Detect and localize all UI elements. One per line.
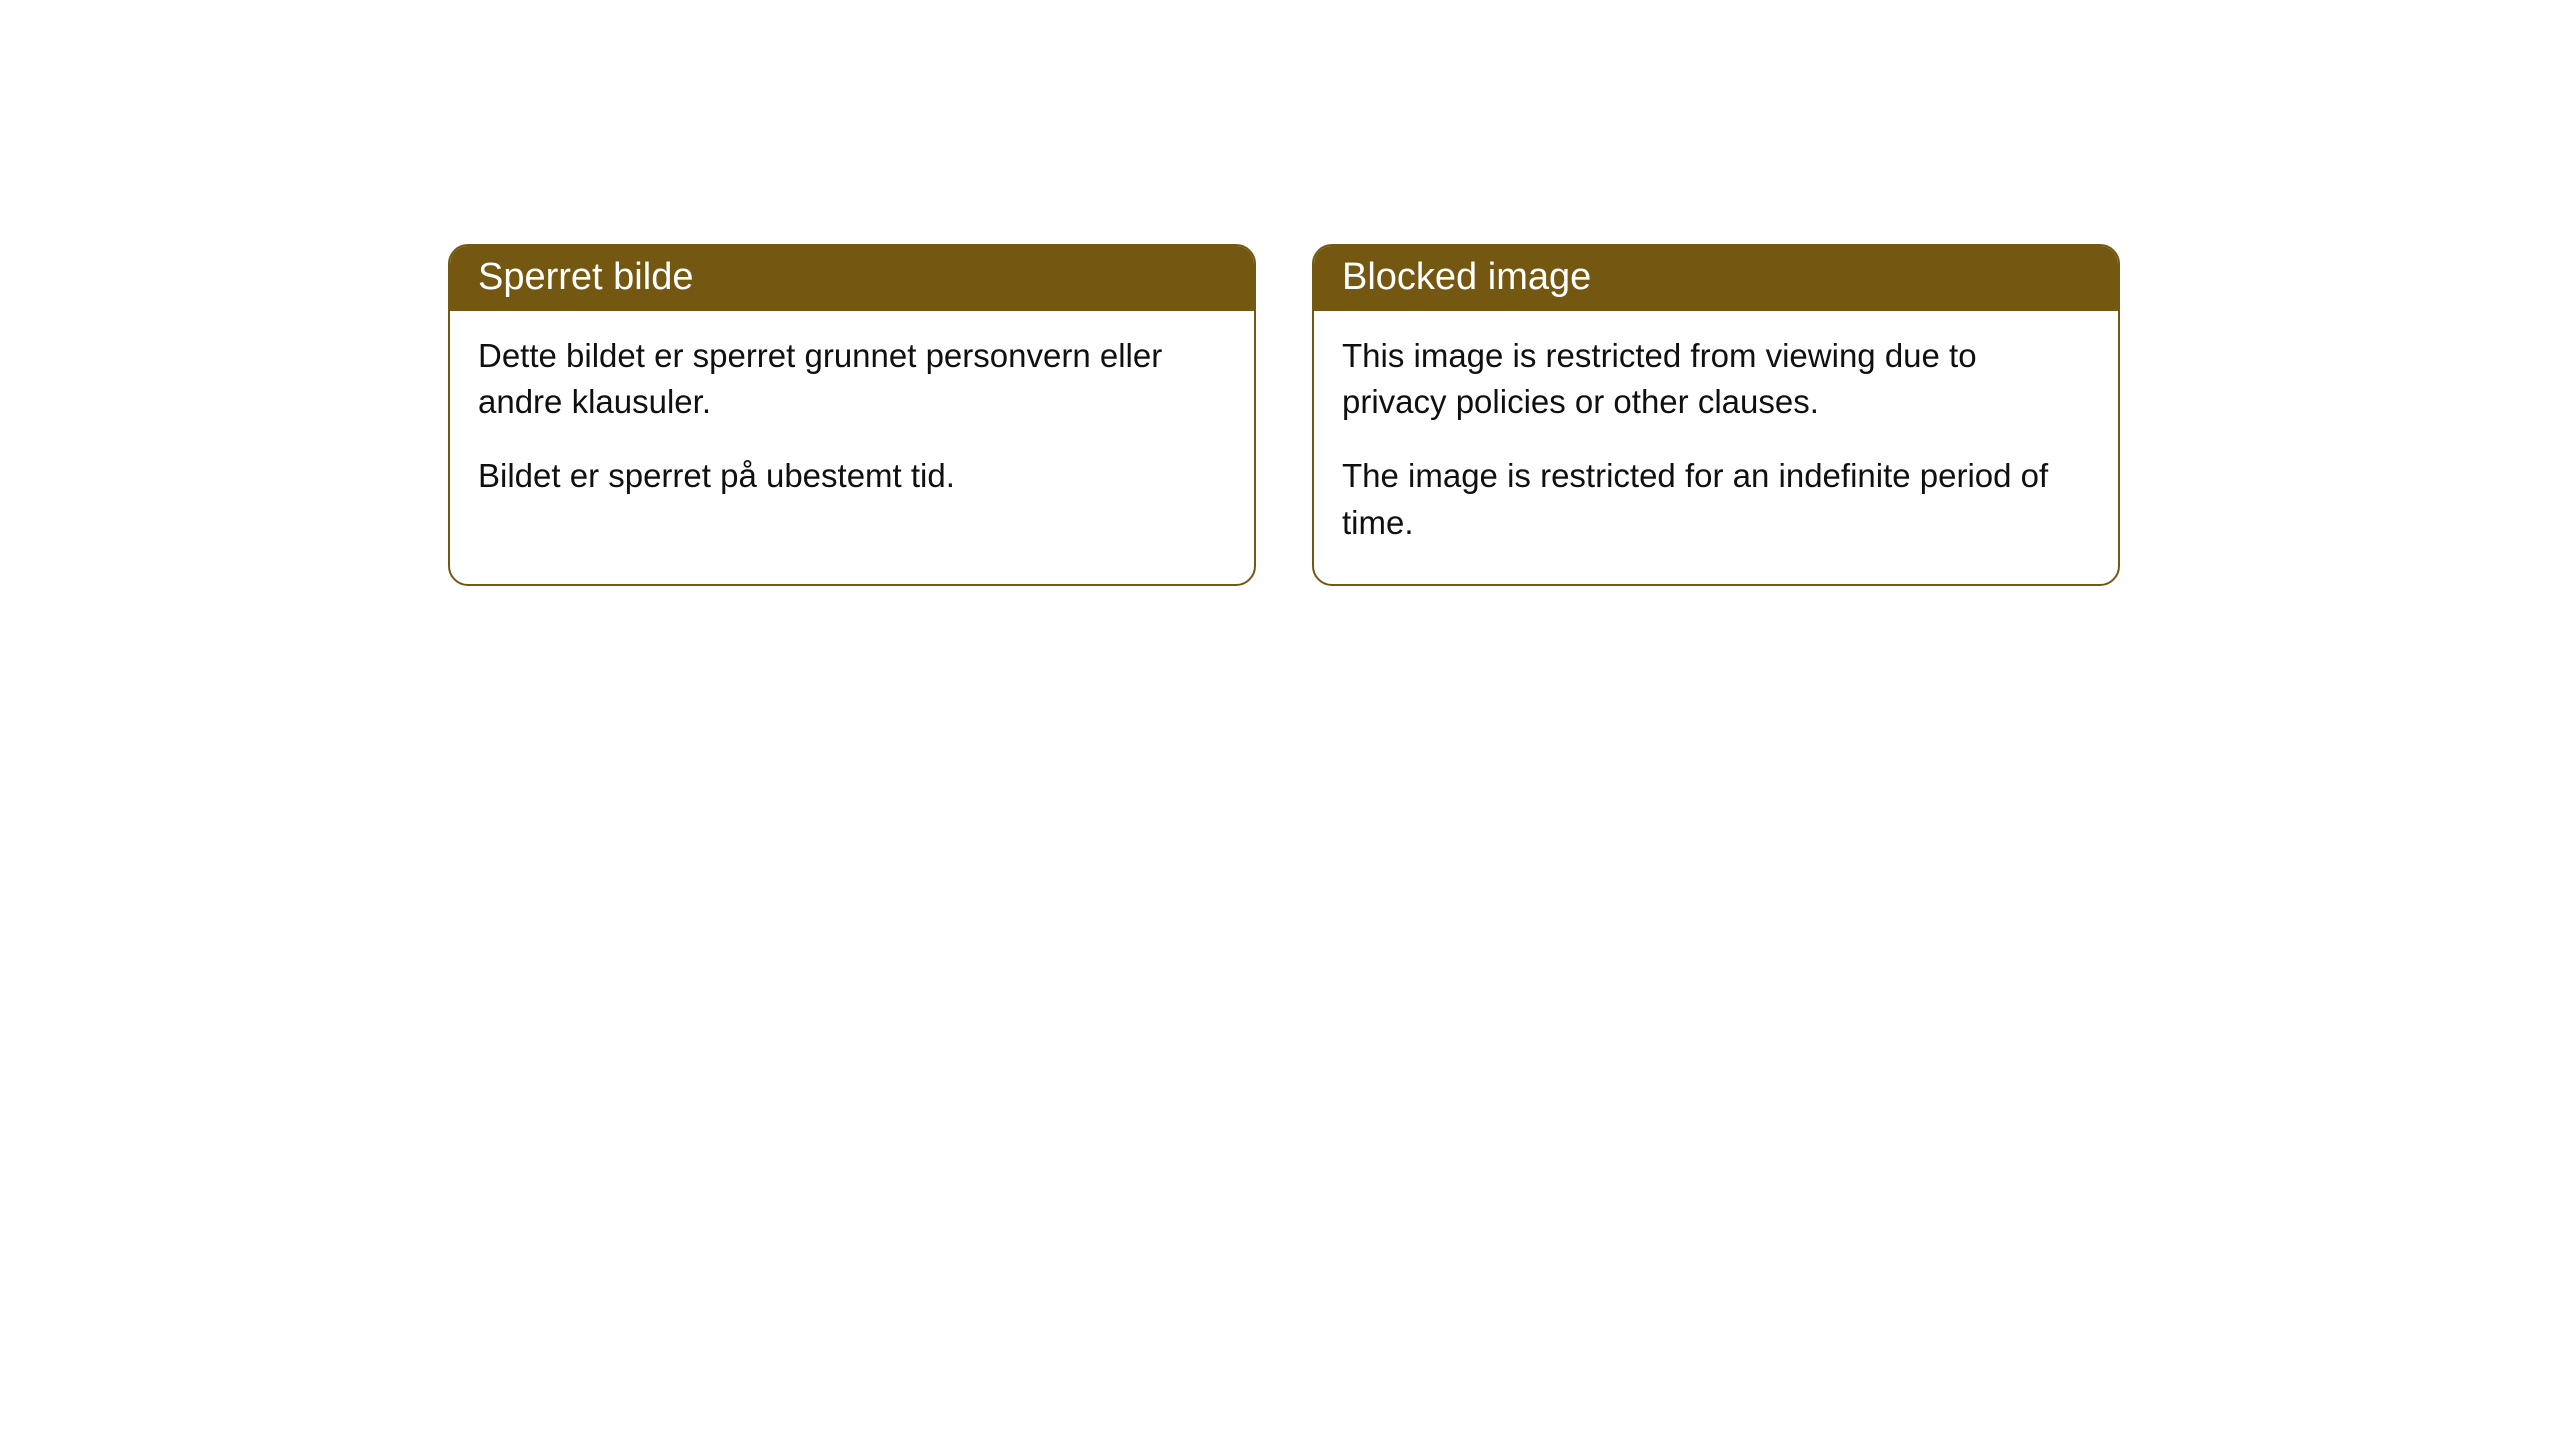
card-paragraph: This image is restricted from viewing du… (1342, 333, 2090, 425)
card-paragraph: Dette bildet er sperret grunnet personve… (478, 333, 1226, 425)
card-paragraph: Bildet er sperret på ubestemt tid. (478, 453, 1226, 499)
notice-card-norwegian: Sperret bilde Dette bildet er sperret gr… (448, 244, 1256, 586)
card-header: Blocked image (1314, 246, 2118, 311)
notice-card-english: Blocked image This image is restricted f… (1312, 244, 2120, 586)
card-paragraph: The image is restricted for an indefinit… (1342, 453, 2090, 545)
notice-cards-container: Sperret bilde Dette bildet er sperret gr… (0, 0, 2560, 586)
card-title: Sperret bilde (478, 256, 693, 298)
card-body: This image is restricted from viewing du… (1314, 311, 2118, 584)
card-title: Blocked image (1342, 256, 1591, 298)
card-body: Dette bildet er sperret grunnet personve… (450, 311, 1254, 538)
card-header: Sperret bilde (450, 246, 1254, 311)
